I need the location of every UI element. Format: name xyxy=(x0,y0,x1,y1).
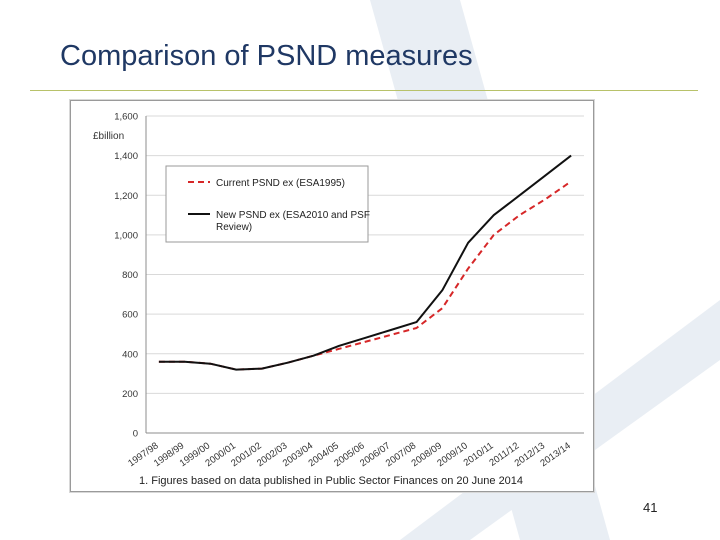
chart-footnote: 1. Figures based on data published in Pu… xyxy=(139,475,523,487)
legend-box xyxy=(165,165,369,243)
psnd-line-chart: 0 200 400 600 800 1,000 1,200 1,400 1,600 1997/9… xyxy=(93,112,584,487)
y-axis-label: £billion xyxy=(93,131,124,142)
slide-title: Comparison of PSND measures xyxy=(60,40,473,72)
y-tick-labels: 0 200 400 600 800 1,000 1,200 1,400 1,600 xyxy=(114,112,138,440)
legend: Current PSND ex (ESA1995) New PSND ex (E… xyxy=(165,165,370,243)
y-tick-label: 800 xyxy=(122,270,138,281)
y-tick-label: 1,000 xyxy=(114,230,138,241)
y-tick-label: 400 xyxy=(122,349,138,360)
legend-label-new-line: New PSND ex (ESA2010 and PSF xyxy=(216,210,370,221)
gridlines xyxy=(146,115,584,434)
series-line-new xyxy=(158,154,572,371)
y-tick-label: 1,200 xyxy=(114,191,138,202)
page-number: 41 xyxy=(643,500,658,515)
legend-label-new: New PSND ex (ESA2010 and PSF Review) xyxy=(216,210,370,233)
y-tick-label: 200 xyxy=(122,389,138,400)
legend-label-new-line: Review) xyxy=(216,222,252,233)
chart-container: 0 200 400 600 800 1,000 1,200 1,400 1,600 1997/9… xyxy=(70,100,594,492)
series-lines xyxy=(158,154,572,371)
y-tick-label: 0 xyxy=(133,429,138,440)
axes xyxy=(145,116,584,434)
legend-label-current: Current PSND ex (ESA1995) xyxy=(216,178,345,189)
title-divider xyxy=(30,90,698,91)
y-tick-label: 600 xyxy=(122,310,138,321)
series-line-current xyxy=(158,180,572,371)
x-tick-labels: 1997/981998/991999/002000/012001/022002/… xyxy=(126,440,573,469)
y-tick-label: 1,600 xyxy=(114,112,138,123)
y-tick-label: 1,400 xyxy=(114,151,138,162)
